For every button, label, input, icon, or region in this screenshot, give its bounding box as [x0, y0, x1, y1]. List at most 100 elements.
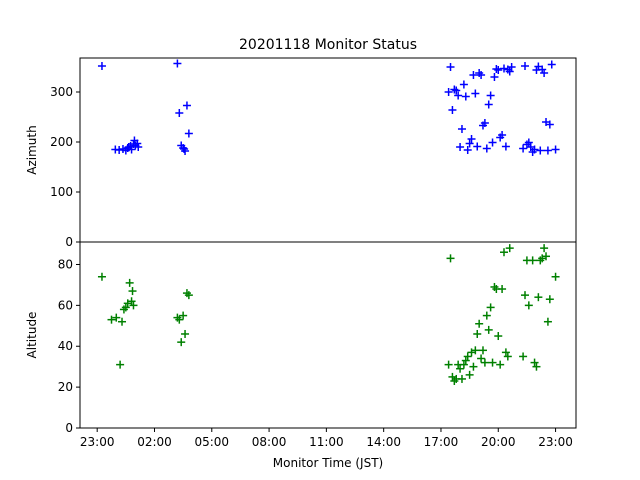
- altitude-point: [469, 362, 478, 371]
- altitude-point: [129, 301, 138, 310]
- azimuth-point: [463, 146, 472, 154]
- altitude-y-tick-label: 60: [58, 298, 73, 312]
- azimuth-point: [471, 89, 480, 98]
- azimuth-axes-frame: [79, 57, 577, 243]
- time-x-tick-label: 08:00: [252, 435, 287, 449]
- altitude-point: [543, 317, 552, 326]
- altitude-axes-frame: [79, 241, 577, 429]
- azimuth-point: [530, 145, 539, 154]
- chart-title: 20201118 Monitor Status: [239, 37, 417, 53]
- azimuth-point: [456, 143, 465, 151]
- altitude-point: [519, 352, 528, 361]
- azimuth-point: [480, 119, 489, 127]
- azimuth-point: [501, 142, 510, 151]
- azimuth-panel: 0 100 200 300 Azimuth: [25, 57, 577, 249]
- azimuth-y-tick-label: 200: [50, 135, 73, 149]
- azimuth-point: [446, 63, 455, 71]
- azimuth-point: [545, 120, 554, 129]
- azimuth-point: [454, 91, 463, 100]
- altitude-point: [473, 329, 482, 338]
- altitude-point: [488, 358, 497, 367]
- altitude-point: [177, 338, 186, 347]
- altitude-point: [484, 325, 493, 334]
- altitude-point: [467, 348, 476, 357]
- azimuth-point: [486, 91, 495, 100]
- azimuth-point: [182, 101, 191, 110]
- altitude-point: [536, 256, 545, 265]
- altitude-point: [496, 360, 505, 369]
- altitude-point: [112, 313, 121, 322]
- azimuth-point: [450, 85, 459, 94]
- time-x-tick-label: 23:00: [80, 435, 115, 449]
- altitude-point: [540, 244, 549, 253]
- azimuth-point: [461, 92, 470, 101]
- altitude-point: [532, 362, 541, 371]
- altitude-point: [97, 272, 106, 281]
- azimuth-point: [521, 62, 530, 70]
- altitude-point: [524, 301, 533, 310]
- azimuth-point: [175, 109, 184, 117]
- azimuth-point: [465, 139, 474, 148]
- altitude-y-tick-label: 40: [58, 339, 73, 353]
- azimuth-point: [97, 62, 106, 70]
- time-x-tick-label: 23:00: [538, 435, 573, 449]
- azimuth-point: [467, 135, 476, 143]
- azimuth-point: [134, 143, 143, 151]
- time-x-tick-label: 11:00: [309, 435, 344, 449]
- altitude-point: [128, 287, 137, 296]
- altitude-axis-label: Altitude: [25, 312, 39, 359]
- azimuth-point: [448, 106, 457, 114]
- altitude-y-tick-label: 80: [58, 257, 73, 271]
- azimuth-axis-label: Azimuth: [25, 125, 39, 174]
- altitude-point: [448, 372, 457, 381]
- altitude-point: [121, 303, 130, 312]
- altitude-point: [173, 313, 182, 322]
- altitude-point: [181, 329, 190, 338]
- azimuth-point: [488, 138, 497, 147]
- altitude-point: [118, 317, 127, 326]
- altitude-point: [482, 311, 491, 320]
- altitude-point: [123, 299, 132, 308]
- altitude-point: [446, 254, 455, 263]
- azimuth-point: [540, 69, 549, 77]
- azimuth-point: [127, 145, 136, 154]
- altitude-y-tick-label: 20: [58, 380, 73, 394]
- azimuth-point: [452, 86, 461, 95]
- altitude-point: [551, 272, 560, 281]
- azimuth-point: [173, 59, 182, 68]
- altitude-y-tick-label: 0: [65, 421, 73, 435]
- azimuth-point: [484, 100, 493, 109]
- azimuth-point: [469, 71, 478, 79]
- azimuth-y-tick-label: 100: [50, 185, 73, 199]
- azimuth-point: [543, 146, 552, 155]
- altitude-point: [450, 376, 459, 385]
- azimuth-point: [498, 131, 507, 139]
- altitude-point: [501, 348, 510, 357]
- azimuth-point: [490, 73, 499, 81]
- altitude-point: [499, 248, 508, 257]
- azimuth-point: [538, 65, 547, 74]
- azimuth-y-tick-label: 0: [65, 235, 73, 249]
- time-x-tick-label: 14:00: [366, 435, 401, 449]
- azimuth-point: [492, 65, 501, 73]
- altitude-point: [457, 374, 466, 383]
- altitude-point: [480, 358, 489, 367]
- azimuth-point: [536, 146, 545, 155]
- altitude-point: [116, 360, 125, 369]
- altitude-point: [182, 289, 191, 298]
- altitude-point: [179, 311, 188, 320]
- azimuth-point: [507, 63, 516, 71]
- altitude-point: [463, 352, 472, 361]
- azimuth-points: [97, 59, 560, 156]
- altitude-point: [475, 319, 484, 328]
- altitude-point: [530, 358, 539, 367]
- altitude-point: [477, 354, 486, 363]
- altitude-point: [119, 305, 128, 314]
- altitude-point: [490, 282, 499, 291]
- azimuth-point: [133, 139, 142, 148]
- altitude-point: [459, 360, 468, 369]
- azimuth-point: [499, 64, 508, 73]
- azimuth-point: [475, 69, 484, 77]
- altitude-point: [444, 360, 453, 369]
